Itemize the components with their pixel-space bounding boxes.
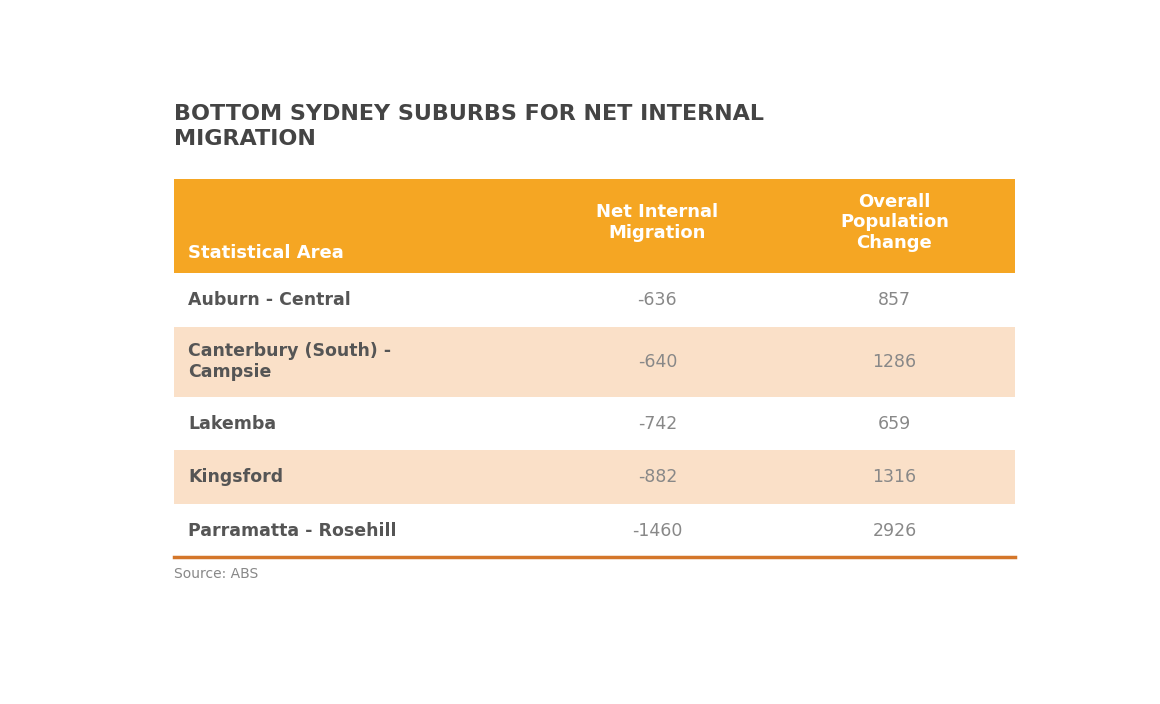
Text: 1316: 1316	[872, 468, 916, 486]
Text: Overall
Population
Change: Overall Population Change	[840, 192, 949, 252]
Text: Auburn - Central: Auburn - Central	[188, 291, 351, 309]
Text: 1286: 1286	[872, 353, 916, 371]
Text: Kingsford: Kingsford	[188, 468, 283, 486]
Text: -640: -640	[638, 353, 677, 371]
Text: Statistical Area: Statistical Area	[188, 244, 345, 263]
Text: Canterbury (South) -
Campsie: Canterbury (South) - Campsie	[188, 342, 392, 381]
Text: -1460: -1460	[632, 522, 682, 539]
Bar	[174, 451, 1015, 504]
Text: Lakemba: Lakemba	[188, 415, 276, 433]
Text: -742: -742	[638, 415, 677, 433]
Text: BOTTOM SYDNEY SUBURBS FOR NET INTERNAL
MIGRATION: BOTTOM SYDNEY SUBURBS FOR NET INTERNAL M…	[174, 103, 764, 149]
Text: -636: -636	[638, 291, 677, 309]
Bar	[174, 273, 1015, 327]
Text: Parramatta - Rosehill: Parramatta - Rosehill	[188, 522, 397, 539]
Bar	[174, 504, 1015, 558]
Text: Net Internal
Migration: Net Internal Migration	[596, 203, 718, 241]
Text: 857: 857	[878, 291, 911, 309]
Text: 659: 659	[878, 415, 911, 433]
Bar	[174, 397, 1015, 451]
Text: -882: -882	[638, 468, 677, 486]
Text: 2926: 2926	[872, 522, 916, 539]
Text: Source: ABS: Source: ABS	[174, 567, 259, 582]
